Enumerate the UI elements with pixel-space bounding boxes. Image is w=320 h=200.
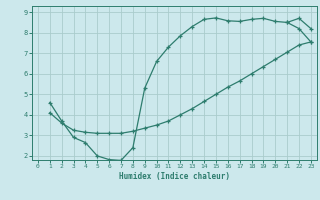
X-axis label: Humidex (Indice chaleur): Humidex (Indice chaleur): [119, 172, 230, 181]
